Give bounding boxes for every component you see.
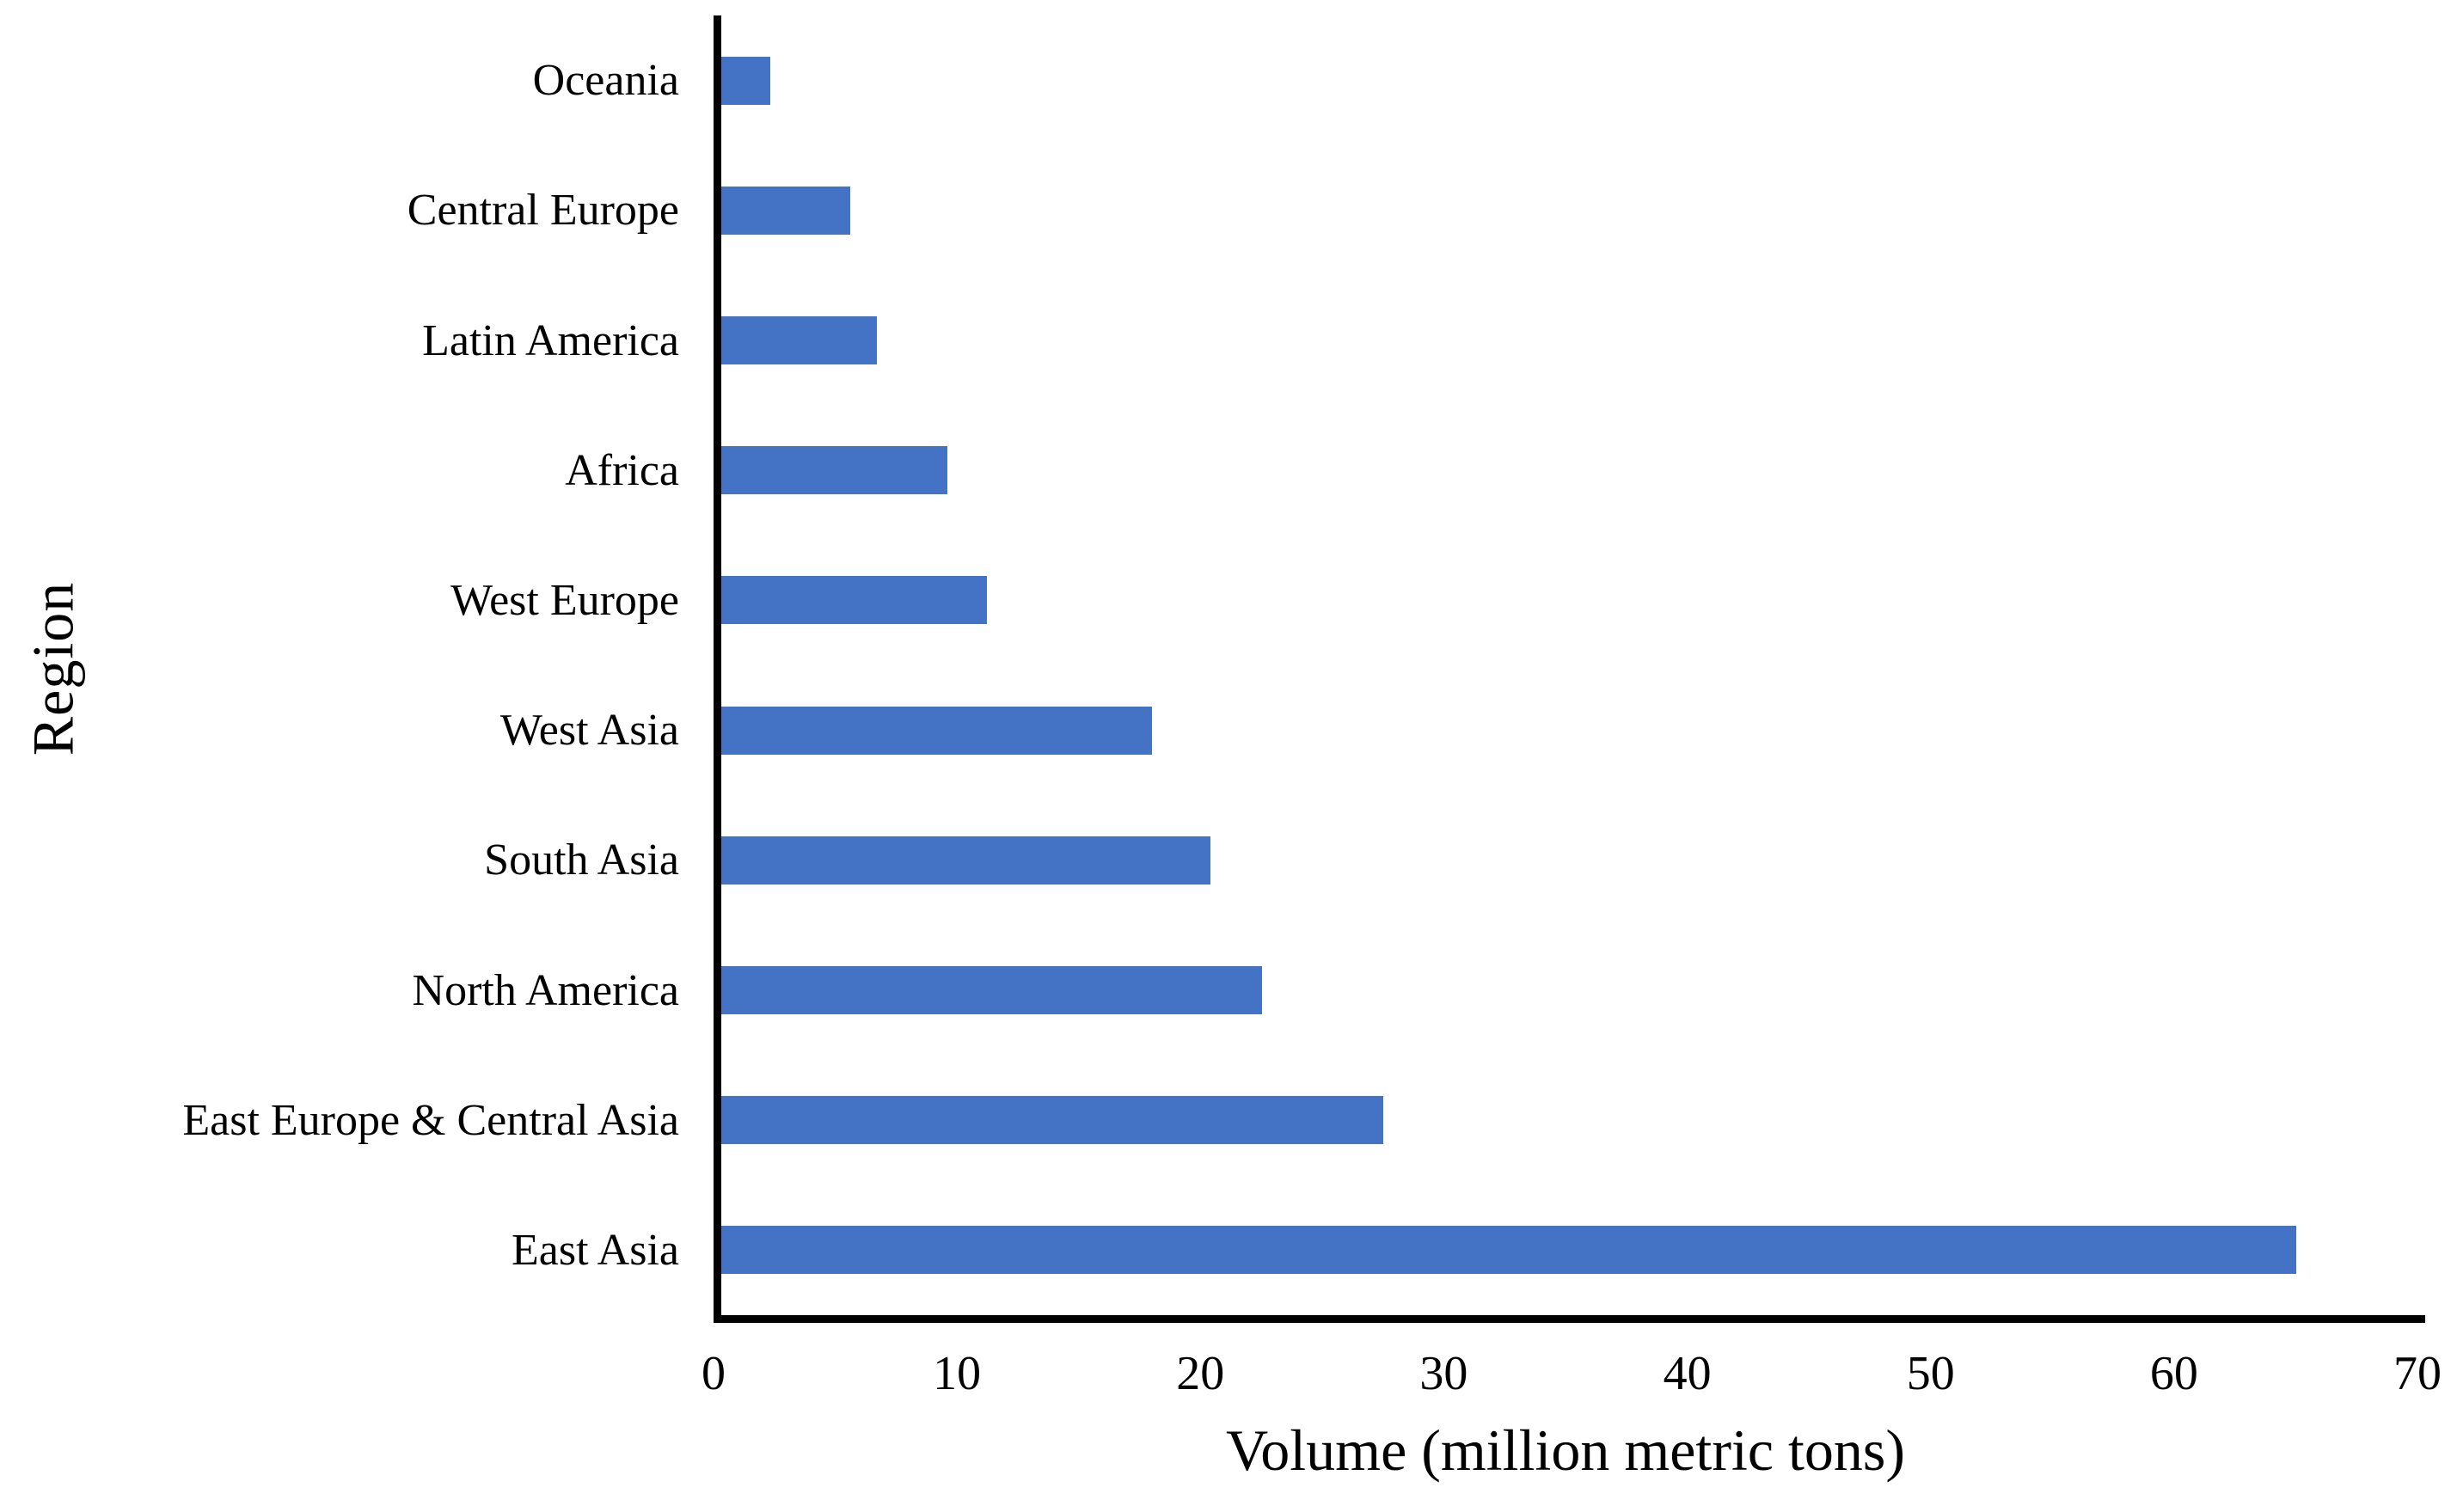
x-tick-label: 60: [2149, 1347, 2198, 1400]
x-axis-title: Volume (million metric tons): [1225, 1417, 1906, 1483]
x-tick-label: 20: [1176, 1347, 1225, 1400]
bar: [721, 836, 1211, 885]
bar-row: [721, 406, 2425, 536]
bar-row: [721, 795, 2425, 925]
plot-area: [714, 15, 2425, 1323]
bar-row: [721, 536, 2425, 665]
x-tick-label: 70: [2393, 1347, 2442, 1400]
category-label: East Europe & Central Asia: [182, 1095, 679, 1145]
bar: [721, 316, 878, 364]
category-label: East Asia: [512, 1225, 679, 1275]
category-label: Latin America: [422, 315, 679, 365]
category-label: South Asia: [484, 836, 679, 885]
bar: [721, 1226, 2296, 1275]
x-tick-label: 10: [933, 1347, 982, 1400]
category-label: West Asia: [499, 706, 679, 756]
category-label: Oceania: [532, 56, 679, 106]
bar: [721, 56, 770, 105]
bar-row: [721, 1185, 2425, 1315]
category-label: Africa: [565, 445, 679, 495]
x-tick-label: 50: [1906, 1347, 1955, 1400]
category-label: North America: [412, 965, 679, 1015]
x-axis-ticks: 0 10 20 30 40 50 60 70: [702, 1346, 2442, 1408]
bar: [721, 706, 1153, 755]
bar: [721, 446, 948, 495]
bar: [721, 966, 1262, 1015]
bar-row: [721, 665, 2425, 795]
x-tick-label: 40: [1663, 1347, 1712, 1400]
bar: [721, 576, 987, 625]
bar: [721, 1096, 1384, 1145]
x-tick-label: 0: [702, 1347, 726, 1400]
bar-row: [721, 15, 2425, 145]
x-tick-label: 30: [1419, 1347, 1468, 1400]
bar-row: [721, 925, 2425, 1055]
bar-row: [721, 275, 2425, 405]
bar: [721, 186, 851, 235]
bar-row: [721, 145, 2425, 275]
category-label: Central Europe: [407, 186, 679, 236]
category-labels: Oceania Central Europe Latin America Africa…: [0, 15, 679, 1315]
bar-row: [721, 1056, 2425, 1185]
bar-rows: [721, 15, 2425, 1315]
category-label: West Europe: [450, 575, 679, 625]
